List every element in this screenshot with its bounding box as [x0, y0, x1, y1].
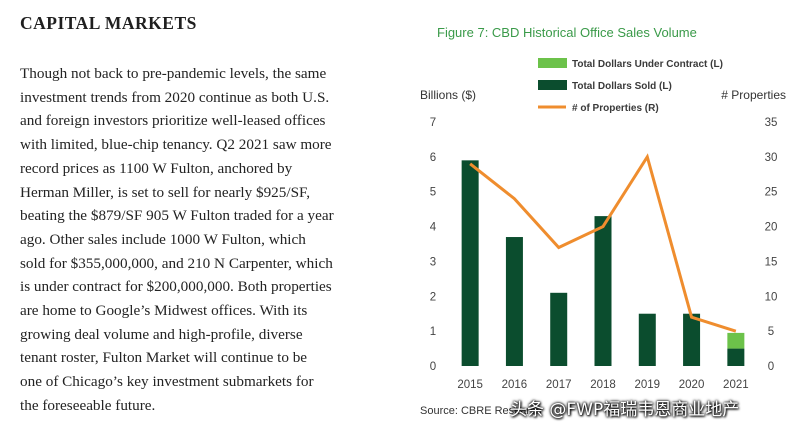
article-body: Though not back to pre-pandemic levels, …	[20, 62, 395, 418]
article-line: record prices as 1100 W Fulton, anchored…	[20, 159, 293, 177]
sales-volume-chart: Figure 7: CBD Historical Office Sales Vo…	[420, 25, 786, 417]
y-tick-left: 6	[430, 152, 436, 164]
chart-legend: Total Dollars Under Contract (L) Total Do…	[538, 58, 723, 114]
x-tick-label: 2018	[590, 379, 616, 391]
x-tick-label: 2015	[457, 379, 483, 391]
article-line: sold for $355,000,000, and 210 N Carpent…	[20, 254, 333, 272]
bar-dollars-under-contract	[727, 332, 745, 349]
bar-dollars-sold	[683, 313, 701, 366]
article-line: is under contract for $200,000,000. Both…	[20, 278, 332, 296]
article-line: and foreign investors prioritize well-le…	[20, 112, 326, 130]
article-line: the foreseeable future.	[20, 396, 156, 414]
article-line: tenant roster, Fulton Market will contin…	[20, 349, 308, 367]
y-tick-right: 15	[765, 256, 778, 268]
bar-dollars-sold	[727, 348, 745, 366]
y-tick-left: 0	[430, 361, 436, 373]
chart-source: Source: CBRE Research	[420, 405, 542, 417]
x-tick-label: 2016	[502, 379, 528, 391]
y-tick-left: 5	[430, 187, 436, 199]
article-line: beating the $879/SF 905 W Fulton traded …	[20, 207, 334, 225]
y-tick-right: 30	[765, 152, 778, 164]
bar-dollars-sold	[505, 237, 523, 366]
article-line: are home to Google’s Midwest offices. Wi…	[20, 302, 308, 320]
legend-label: Total Dollars Under Contract (L)	[572, 59, 723, 70]
y-tick-right: 5	[768, 326, 774, 338]
y-tick-right: 10	[765, 291, 778, 303]
y-axis-label-right: # Properties	[721, 88, 786, 102]
y-tick-left: 2	[430, 291, 436, 303]
watermark-text: 头条 @FWP福瑞韦恩商业地产	[510, 400, 740, 420]
chart-title: Figure 7: CBD Historical Office Sales Vo…	[437, 25, 697, 40]
bar-dollars-sold	[461, 160, 479, 366]
bars	[461, 160, 745, 366]
x-tick-label: 2021	[723, 379, 749, 391]
y-tick-left: 7	[430, 117, 436, 129]
line-properties	[469, 153, 737, 333]
bar-dollars-sold	[638, 313, 656, 366]
legend-swatch	[538, 80, 567, 90]
y-tick-right: 0	[768, 361, 774, 373]
y-tick-left: 1	[430, 326, 436, 338]
y-tick-right: 35	[765, 117, 778, 129]
bar-dollars-sold	[594, 216, 612, 366]
axis-ticks: 0 1 2 3 4 5 6 7 0 5 10 15 20 25 30 35 2015 2016 2017 2018 20…	[430, 117, 778, 391]
legend-label: Total Dollars Sold (L)	[572, 81, 672, 92]
properties-line	[469, 153, 737, 333]
section-heading: CAPITAL MARKETS	[20, 13, 197, 33]
x-tick-label: 2019	[634, 379, 660, 391]
article-line: ago. Other sales include 1000 W Fulton, …	[20, 230, 306, 248]
article-line: growing deal volume and high-profile, di…	[20, 325, 303, 343]
bar-dollars-sold	[550, 292, 568, 366]
x-tick-label: 2020	[679, 379, 705, 391]
article-line: Herman Miller, is set to sell for nearly…	[20, 183, 311, 201]
article-line: Though not back to pre-pandemic levels, …	[20, 65, 327, 82]
y-tick-right: 25	[765, 187, 778, 199]
legend-label: # of Properties (R)	[572, 103, 659, 114]
y-tick-right: 20	[765, 222, 778, 234]
y-tick-left: 4	[430, 222, 437, 234]
legend-swatch	[538, 58, 567, 68]
x-tick-label: 2017	[546, 379, 572, 391]
y-tick-left: 3	[430, 256, 436, 268]
y-axis-label-left: Billions ($)	[420, 88, 476, 102]
article-line: investment trends from 2020 continue as …	[20, 88, 330, 106]
article-line: with limited, blue-chip tenancy. Q2 2021…	[20, 136, 332, 154]
article-line: one of Chicago’s key investment submarke…	[20, 373, 314, 391]
